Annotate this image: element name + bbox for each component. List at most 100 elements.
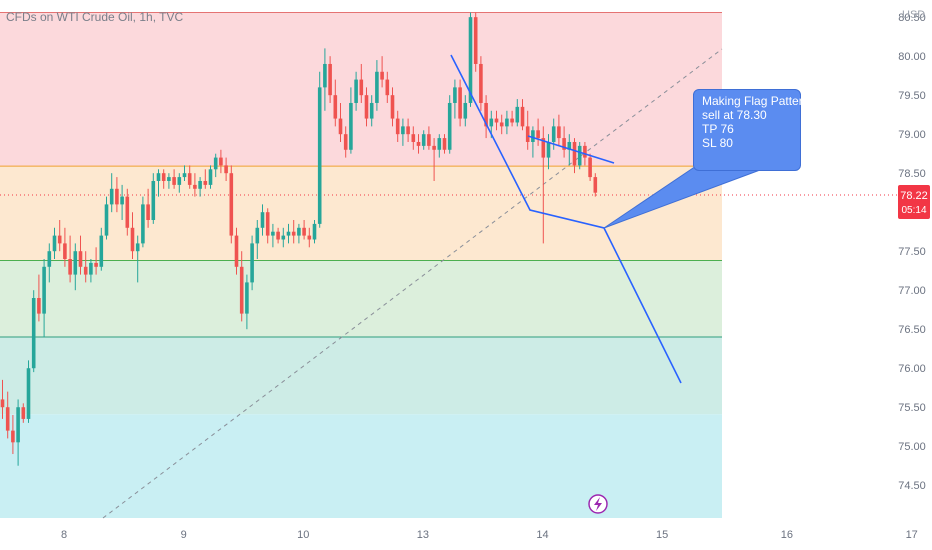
candle[interactable] [468, 12, 473, 107]
candle[interactable] [224, 157, 228, 181]
candle[interactable] [380, 56, 384, 88]
candle[interactable] [208, 165, 213, 189]
candle[interactable] [187, 165, 192, 189]
candle[interactable] [146, 188, 150, 228]
candle[interactable] [515, 99, 520, 127]
candle[interactable] [182, 165, 187, 181]
candle[interactable] [47, 243, 52, 283]
candle[interactable] [323, 48, 327, 111]
candle[interactable] [26, 360, 31, 423]
candle[interactable] [99, 227, 104, 271]
candle[interactable] [130, 212, 135, 259]
candle[interactable] [525, 110, 530, 150]
candle[interactable] [531, 126, 535, 158]
candle[interactable] [395, 110, 400, 142]
candle[interactable] [297, 223, 301, 244]
candle[interactable] [427, 126, 431, 150]
candle[interactable] [16, 399, 20, 466]
candle[interactable] [343, 126, 348, 158]
candle[interactable] [302, 219, 306, 240]
candle[interactable] [63, 227, 67, 267]
candle[interactable] [473, 12, 478, 72]
candle[interactable] [78, 235, 83, 275]
candle[interactable] [479, 56, 483, 111]
candle[interactable] [291, 219, 296, 244]
candle[interactable] [359, 63, 364, 103]
candle[interactable] [541, 126, 546, 244]
candle[interactable] [229, 165, 234, 244]
candle[interactable] [442, 134, 447, 154]
candle[interactable] [73, 243, 78, 291]
candle[interactable] [369, 95, 374, 127]
candle[interactable] [213, 153, 218, 178]
candle[interactable] [250, 235, 254, 291]
candle[interactable] [271, 223, 275, 248]
candle[interactable] [333, 79, 338, 127]
candle[interactable] [349, 87, 353, 154]
candle[interactable] [406, 118, 410, 142]
flag-pole-and-projection-line[interactable] [450, 54, 682, 384]
candle[interactable] [510, 110, 514, 127]
candle[interactable] [125, 188, 130, 236]
candle[interactable] [499, 114, 504, 135]
candle[interactable] [234, 227, 239, 275]
candle[interactable] [536, 118, 540, 146]
candle[interactable] [276, 227, 280, 244]
candle[interactable] [505, 110, 509, 135]
candle[interactable] [328, 56, 332, 103]
candle[interactable] [42, 259, 46, 338]
candle[interactable] [193, 173, 197, 197]
candle[interactable] [219, 149, 223, 174]
candle[interactable] [11, 415, 15, 455]
candle[interactable] [557, 114, 561, 146]
currency-label[interactable]: USD [902, 9, 926, 21]
candle[interactable] [52, 227, 57, 259]
candle[interactable] [5, 391, 10, 439]
candle[interactable] [453, 79, 457, 119]
candle[interactable] [546, 134, 551, 170]
candle[interactable] [135, 235, 140, 283]
candle[interactable] [463, 95, 468, 127]
candle[interactable] [281, 227, 286, 248]
candle[interactable] [307, 227, 312, 248]
candle[interactable] [437, 134, 442, 158]
candle[interactable] [239, 251, 244, 322]
candle[interactable] [57, 219, 62, 252]
annotation-callout[interactable]: Making Flag Pattern sell at 78.30 TP 76 … [693, 89, 809, 171]
candle[interactable] [167, 173, 171, 189]
candle[interactable] [354, 71, 358, 111]
candle[interactable] [115, 177, 119, 213]
candle[interactable] [577, 141, 582, 170]
candle[interactable] [401, 118, 405, 146]
candle[interactable] [203, 169, 208, 189]
candle[interactable] [21, 403, 26, 423]
candle[interactable] [375, 60, 379, 111]
candle[interactable] [89, 259, 93, 283]
candle[interactable] [120, 184, 124, 220]
candle[interactable] [245, 274, 249, 330]
candle[interactable] [0, 379, 5, 419]
candle[interactable] [562, 126, 566, 158]
candle[interactable] [520, 99, 525, 131]
candle[interactable] [161, 169, 166, 189]
candle[interactable] [484, 95, 488, 139]
candle[interactable] [364, 87, 369, 127]
candle[interactable] [109, 173, 114, 213]
candle[interactable] [390, 87, 395, 127]
candle[interactable] [177, 173, 182, 193]
candle[interactable] [317, 71, 322, 228]
candle[interactable] [338, 102, 343, 142]
candle[interactable] [156, 169, 161, 197]
candle[interactable] [151, 173, 156, 224]
candle[interactable] [83, 251, 88, 283]
candle[interactable] [416, 134, 421, 154]
candle[interactable] [141, 196, 145, 248]
candle[interactable] [198, 177, 202, 197]
candle[interactable] [255, 219, 260, 259]
candle[interactable] [385, 71, 390, 103]
flag-upper-channel-line[interactable] [527, 135, 615, 164]
candle[interactable] [260, 204, 265, 236]
candle[interactable] [593, 173, 598, 197]
candle[interactable] [572, 138, 577, 174]
